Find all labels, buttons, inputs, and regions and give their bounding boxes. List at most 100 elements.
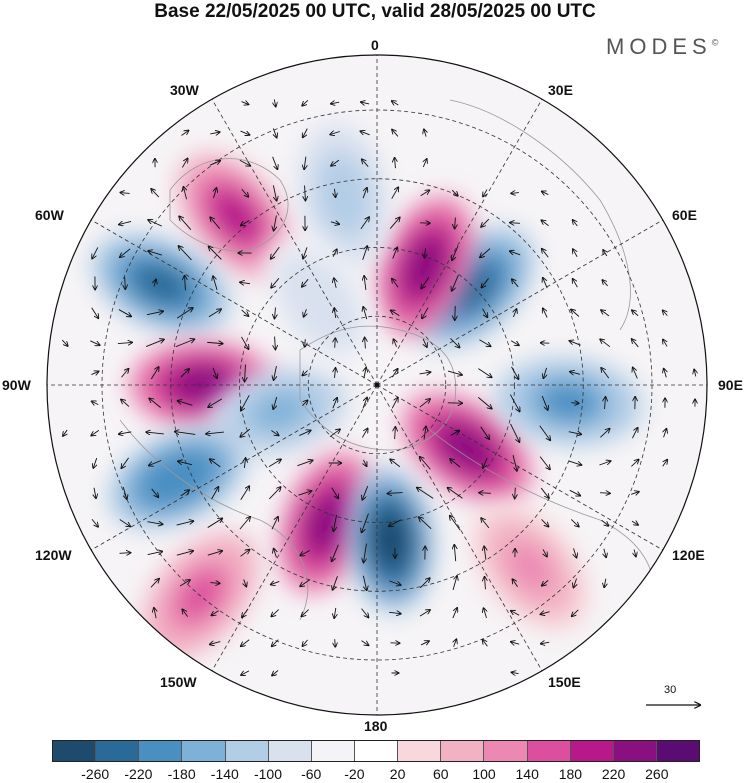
wind-vector bbox=[631, 428, 637, 439]
wind-vector bbox=[631, 460, 638, 467]
wind-vector bbox=[362, 246, 368, 261]
lon-label-120e: 120E bbox=[672, 547, 705, 563]
wind-vector bbox=[118, 309, 131, 317]
wind-vector bbox=[334, 278, 336, 288]
wind-vector bbox=[272, 639, 279, 647]
wind-vector bbox=[480, 248, 491, 258]
wind-vector bbox=[330, 131, 340, 134]
wind-vectors bbox=[62, 99, 696, 675]
wind-vector bbox=[302, 639, 308, 646]
wind-vector bbox=[271, 277, 280, 287]
modes-logo: MODES© bbox=[606, 34, 718, 60]
wind-vector bbox=[91, 518, 98, 527]
wind-vector bbox=[121, 457, 129, 468]
wind-vector bbox=[601, 368, 610, 379]
wind-vector bbox=[211, 610, 219, 616]
lon-label-90w: 90W bbox=[2, 377, 31, 393]
wind-vector bbox=[388, 493, 403, 494]
wind-vector bbox=[148, 251, 162, 256]
wind-vector bbox=[543, 278, 548, 289]
wind-vector bbox=[182, 159, 187, 168]
wind-vector bbox=[151, 189, 160, 198]
parallel-line bbox=[239, 247, 515, 523]
wind-vector bbox=[214, 188, 217, 199]
wind-vector bbox=[389, 217, 399, 229]
wind-vector bbox=[512, 579, 518, 588]
wind-vector bbox=[571, 309, 580, 317]
colorbar-cell bbox=[139, 741, 183, 761]
colorbar-tick-label: 100 bbox=[472, 766, 496, 782]
wind-vector bbox=[483, 457, 488, 468]
wind-vector bbox=[331, 102, 340, 104]
wind-vector bbox=[240, 131, 250, 135]
wind-vector bbox=[509, 394, 519, 412]
wind-vector bbox=[92, 401, 99, 404]
wind-vector bbox=[274, 549, 277, 558]
colorbar-tick-label: 60 bbox=[433, 766, 449, 782]
wind-vector bbox=[360, 217, 369, 230]
wind-vector bbox=[178, 461, 193, 466]
wind-vector bbox=[454, 639, 457, 647]
wind-vector bbox=[154, 280, 156, 287]
wind-vector bbox=[455, 217, 456, 228]
wind-vector bbox=[392, 247, 398, 259]
wind-vector bbox=[392, 279, 399, 288]
wind-vector bbox=[241, 639, 250, 646]
wind-vector bbox=[604, 578, 606, 588]
wind-vector bbox=[300, 579, 311, 587]
wind-vector bbox=[274, 307, 275, 318]
wind-vector bbox=[452, 576, 457, 591]
wind-vector bbox=[633, 368, 638, 379]
wind-vector bbox=[91, 430, 100, 435]
lon-label-180: 180 bbox=[364, 718, 388, 734]
graticule bbox=[47, 55, 707, 715]
wind-vector bbox=[122, 486, 127, 499]
wind-vector bbox=[512, 455, 517, 471]
wind-vector bbox=[510, 423, 520, 442]
wind-vector bbox=[208, 309, 221, 318]
lon-label-150e: 150E bbox=[548, 674, 581, 690]
anomaly-neg-greenland bbox=[91, 233, 231, 335]
meridian-line bbox=[376, 384, 683, 562]
wind-vector bbox=[241, 336, 248, 349]
wind-vector bbox=[208, 398, 223, 407]
colorbar-tick-label: 20 bbox=[389, 766, 406, 782]
wind-vector bbox=[335, 338, 336, 348]
wind-vector bbox=[361, 608, 369, 618]
wind-vector bbox=[573, 220, 578, 227]
wind-vector bbox=[331, 487, 339, 499]
wind-vector bbox=[361, 428, 367, 438]
colorbar-cell bbox=[527, 741, 571, 761]
anomaly-neg-bering bbox=[346, 466, 435, 615]
colorbar-tick-label: -140 bbox=[210, 766, 239, 782]
wind-vector bbox=[420, 457, 431, 470]
wind-vector bbox=[333, 576, 338, 590]
map-title: Base 22/05/2025 00 UTC, valid 28/05/2025… bbox=[154, 1, 596, 22]
wind-vector bbox=[420, 641, 429, 645]
wind-vector bbox=[210, 132, 219, 134]
anomaly-contour bbox=[133, 263, 189, 306]
colorbar bbox=[52, 740, 700, 762]
anomaly-neg-hudson bbox=[207, 364, 352, 458]
wind-vector bbox=[301, 609, 309, 617]
wind-vector bbox=[393, 339, 396, 347]
wind-vector bbox=[450, 516, 461, 531]
wind-vector bbox=[568, 460, 582, 465]
wind-vector bbox=[392, 369, 397, 378]
wind-vector bbox=[274, 365, 277, 380]
wind-vector bbox=[244, 579, 247, 586]
lon-label-0: 0 bbox=[371, 37, 379, 53]
wind-vector bbox=[447, 370, 462, 375]
wind-vector bbox=[634, 549, 636, 556]
wind-vector bbox=[275, 336, 276, 350]
colorbar-cell bbox=[441, 741, 485, 761]
wind-vector bbox=[420, 190, 430, 197]
wind-vector bbox=[364, 276, 366, 291]
lon-label-30w: 30W bbox=[170, 82, 199, 98]
wind-vector bbox=[179, 216, 192, 230]
wind-vector bbox=[365, 338, 366, 349]
wind-vector bbox=[600, 429, 609, 438]
wind-vector bbox=[454, 545, 455, 562]
wind-vector bbox=[302, 370, 308, 376]
wind-vector bbox=[419, 399, 430, 408]
